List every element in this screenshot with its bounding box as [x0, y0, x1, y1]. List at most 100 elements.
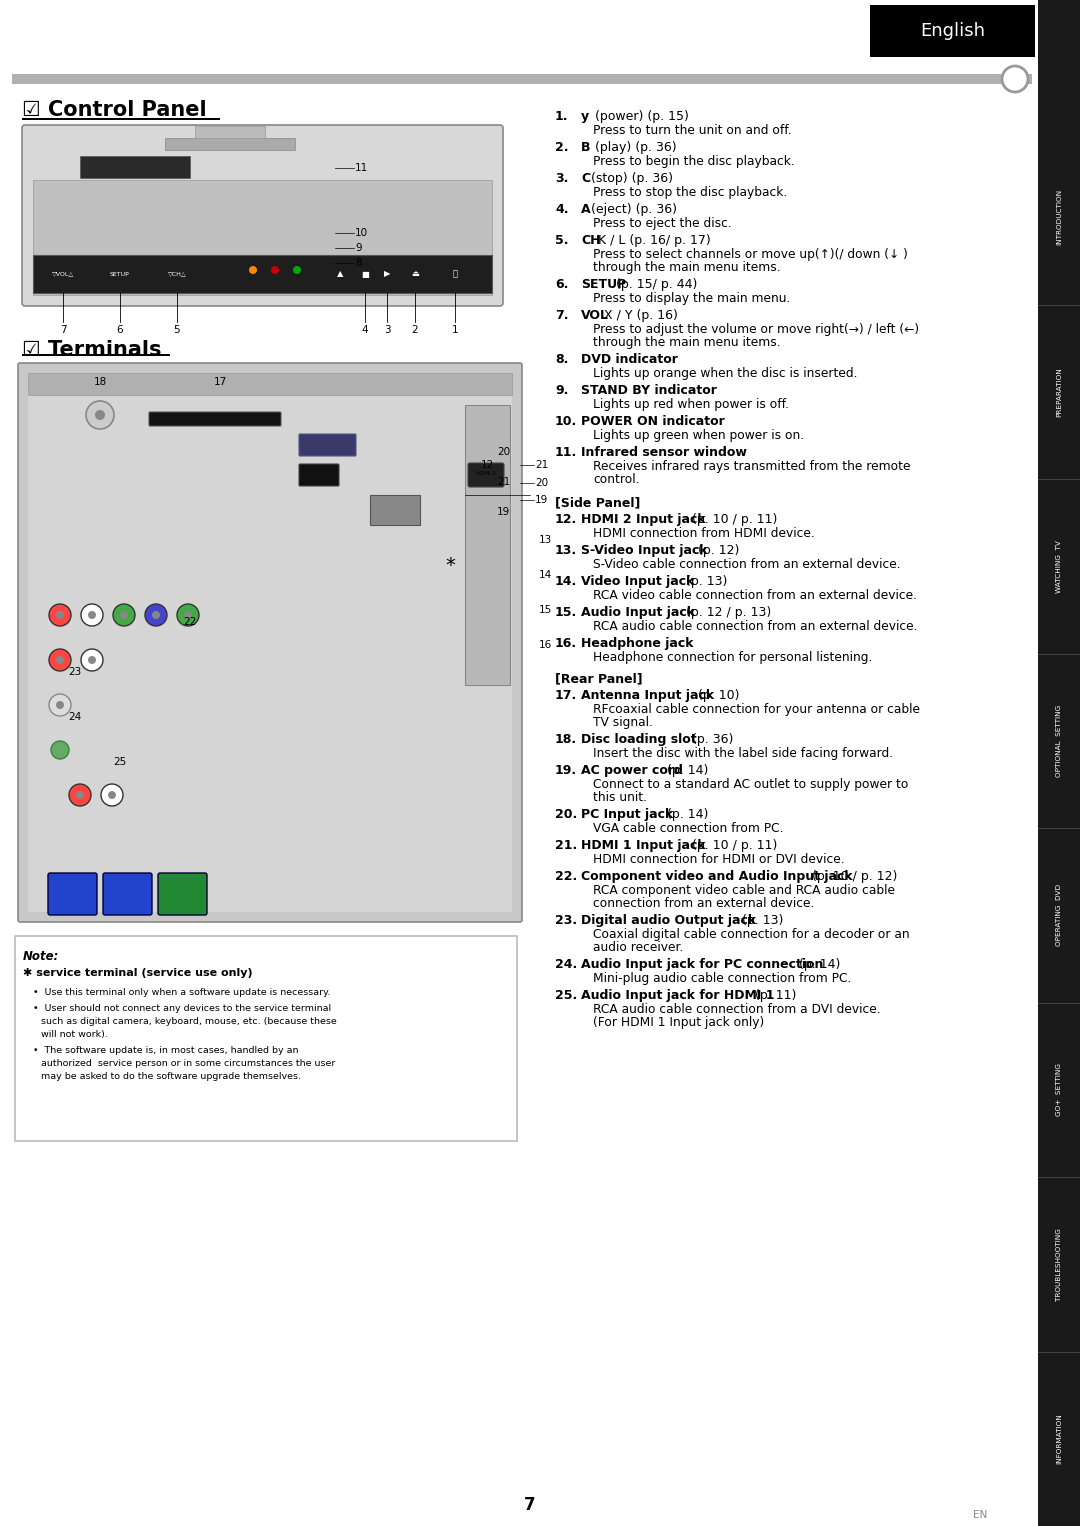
Text: Antenna Input jack: Antenna Input jack [581, 690, 714, 702]
Text: SETUP: SETUP [110, 272, 130, 276]
Text: Audio Input jack for HDMI 1: Audio Input jack for HDMI 1 [581, 989, 774, 1003]
Text: 18.: 18. [555, 732, 577, 746]
Circle shape [56, 656, 64, 664]
Text: ■: ■ [361, 270, 369, 279]
Text: 3: 3 [383, 325, 390, 336]
Text: INFORMATION: INFORMATION [1056, 1413, 1062, 1463]
Text: SETUP: SETUP [581, 278, 626, 291]
Text: 19: 19 [497, 507, 510, 517]
Text: 18: 18 [93, 377, 107, 388]
Circle shape [120, 610, 129, 620]
Circle shape [86, 401, 114, 429]
Text: HDMI 2 Input jack: HDMI 2 Input jack [581, 513, 705, 526]
Text: English: English [920, 21, 985, 40]
FancyBboxPatch shape [149, 412, 281, 426]
Text: S-Video Input jack: S-Video Input jack [581, 543, 707, 557]
Text: VGA cable connection from PC.: VGA cable connection from PC. [593, 823, 783, 835]
Text: 2.: 2. [555, 140, 568, 154]
FancyBboxPatch shape [48, 873, 97, 916]
Circle shape [184, 610, 192, 620]
Text: Connect to a standard AC outlet to supply power to: Connect to a standard AC outlet to suppl… [593, 778, 908, 790]
Text: 8: 8 [355, 258, 362, 269]
Text: (p. 12): (p. 12) [694, 543, 740, 557]
Text: 4: 4 [362, 325, 368, 336]
Text: Press to eject the disc.: Press to eject the disc. [593, 217, 732, 230]
Text: 17: 17 [214, 377, 227, 388]
Text: •  The software update is, in most cases, handled by an: • The software update is, in most cases,… [33, 1045, 298, 1054]
Text: Lights up orange when the disc is inserted.: Lights up orange when the disc is insert… [593, 366, 858, 380]
Circle shape [152, 610, 160, 620]
Text: (p. 10 / p. 12): (p. 10 / p. 12) [808, 870, 897, 884]
Bar [165, 137, 295, 150]
Text: 2: 2 [411, 325, 418, 336]
Text: 15: 15 [538, 604, 552, 615]
Text: 1.: 1. [555, 110, 568, 124]
Circle shape [293, 266, 301, 275]
Text: 13: 13 [538, 536, 552, 545]
Text: 25: 25 [113, 757, 126, 768]
Text: •  User should not connect any devices to the service terminal: • User should not connect any devices to… [33, 1004, 332, 1013]
Text: ▶: ▶ [383, 270, 390, 279]
Bar [195, 127, 265, 137]
Text: Press to select channels or move up(↑)(/ down (↓ ): Press to select channels or move up(↑)(/… [593, 249, 908, 261]
Circle shape [249, 266, 257, 275]
Text: control.: control. [593, 473, 639, 485]
Text: EN: EN [973, 1511, 987, 1520]
Text: RFcoaxial cable connection for your antenna or cable: RFcoaxial cable connection for your ante… [593, 703, 920, 716]
Text: 9.: 9. [555, 385, 568, 397]
Text: Video Input jack: Video Input jack [581, 575, 694, 588]
Text: Coaxial digital cable connection for a decoder or an: Coaxial digital cable connection for a d… [593, 928, 909, 942]
Text: HDMI 2: HDMI 2 [476, 472, 496, 476]
Text: PC Input jack: PC Input jack [581, 807, 673, 821]
Text: 3.: 3. [555, 172, 568, 185]
Text: 20.: 20. [555, 807, 577, 821]
Text: (p. 14): (p. 14) [795, 958, 840, 971]
Text: Audio Input jack: Audio Input jack [581, 606, 696, 620]
Text: 15.: 15. [555, 606, 577, 620]
Text: 8.: 8. [555, 353, 568, 366]
Text: Receives infrared rays transmitted from the remote: Receives infrared rays transmitted from … [593, 459, 910, 473]
Text: (p. 10): (p. 10) [694, 690, 740, 702]
Text: such as digital camera, keyboard, mouse, etc. (because these: such as digital camera, keyboard, mouse,… [41, 1016, 337, 1025]
Text: 21.: 21. [555, 839, 577, 852]
Text: (p. 11): (p. 11) [751, 989, 796, 1003]
Text: Disc loading slot: Disc loading slot [581, 732, 697, 746]
Text: [Side Panel]: [Side Panel] [555, 496, 640, 510]
Bar [22, 118, 220, 121]
Circle shape [145, 604, 167, 626]
Text: Component video and Audio Input jack: Component video and Audio Input jack [581, 870, 852, 884]
Text: 23: 23 [68, 667, 82, 678]
Text: S-Video cable connection from an external device.: S-Video cable connection from an externa… [593, 559, 901, 571]
Text: may be asked to do the software upgrade themselves.: may be asked to do the software upgrade … [41, 1071, 301, 1080]
Bar [80, 156, 190, 179]
FancyBboxPatch shape [299, 433, 356, 456]
Text: ⏻: ⏻ [453, 270, 458, 279]
Text: (power) (p. 15): (power) (p. 15) [588, 110, 689, 124]
Text: connection from an external device.: connection from an external device. [593, 897, 814, 909]
Text: TV signal.: TV signal. [593, 716, 653, 729]
Text: Lights up red when power is off.: Lights up red when power is off. [593, 398, 789, 410]
Text: (stop) (p. 36): (stop) (p. 36) [588, 172, 673, 185]
Text: Mini-plug audio cable connection from PC.: Mini-plug audio cable connection from PC… [593, 972, 851, 984]
Text: OPERATING  DVD: OPERATING DVD [1056, 884, 1062, 946]
Text: (p. 15/ p. 44): (p. 15/ p. 44) [612, 278, 698, 291]
Text: 14: 14 [538, 571, 552, 580]
Text: 5: 5 [174, 325, 180, 336]
Text: OPTIONAL  SETTING: OPTIONAL SETTING [1056, 705, 1062, 777]
Text: 6.: 6. [555, 278, 568, 291]
Text: AC power cord: AC power cord [581, 765, 683, 777]
Text: (play) (p. 36): (play) (p. 36) [588, 140, 677, 154]
Bar [465, 404, 510, 685]
Text: (For HDMI 1 Input jack only): (For HDMI 1 Input jack only) [593, 1016, 765, 1029]
Circle shape [49, 604, 71, 626]
Text: 16.: 16. [555, 636, 577, 650]
Text: CH: CH [581, 233, 600, 247]
Text: X / Y (p. 16): X / Y (p. 16) [599, 308, 678, 322]
Text: 13.: 13. [555, 543, 577, 557]
Text: ☑ Control Panel: ☑ Control Panel [22, 101, 206, 121]
Text: 16: 16 [538, 639, 552, 650]
Circle shape [49, 694, 71, 716]
Text: ✱ service terminal (service use only): ✱ service terminal (service use only) [23, 967, 253, 978]
Bar [870, 5, 1035, 56]
Text: 23.: 23. [555, 914, 577, 926]
